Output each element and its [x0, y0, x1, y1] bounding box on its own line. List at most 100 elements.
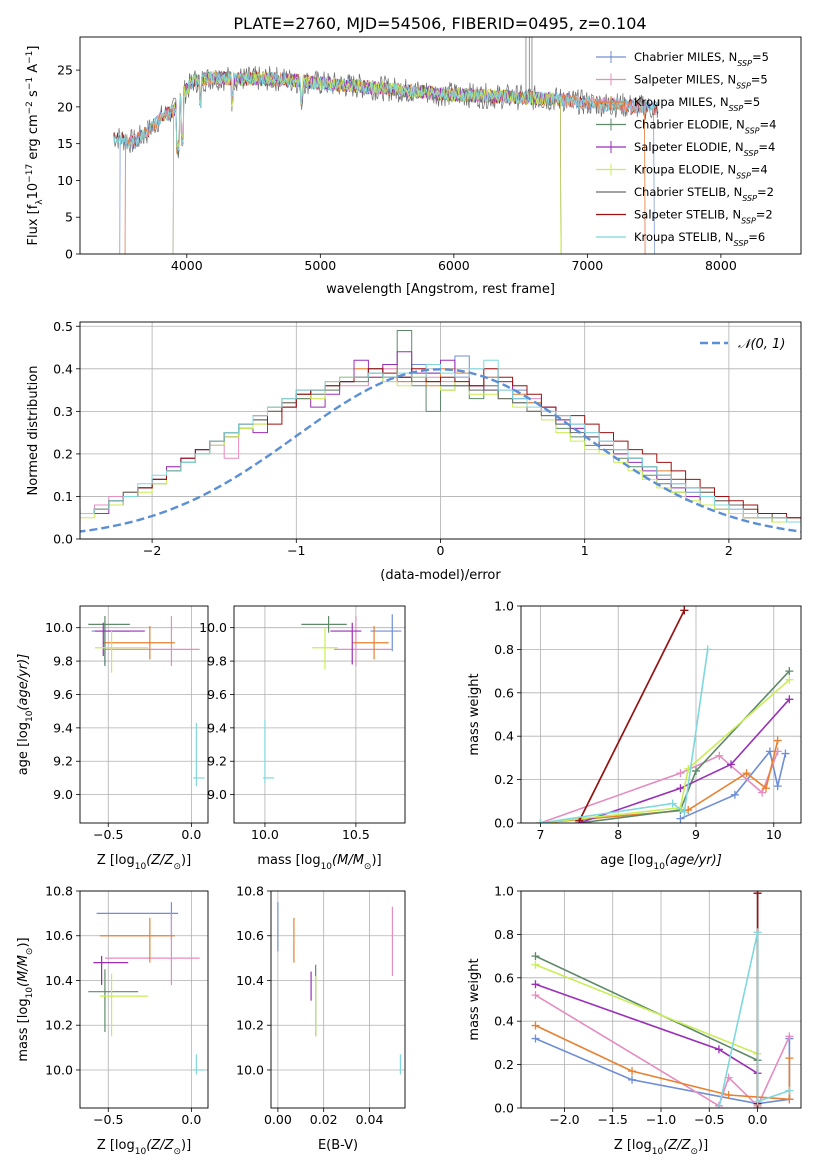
x-tick-label: 7000	[571, 258, 603, 273]
y-tick-label: 10.0	[236, 1062, 264, 1077]
weight-point	[730, 790, 739, 799]
weight-point	[785, 1095, 794, 1104]
legend-label: Chabrier STELIB, NSSP=2	[634, 185, 774, 203]
axes-frame	[79, 890, 209, 1109]
y-tick-label: 1.0	[494, 884, 514, 899]
y-tick-label: 1.0	[494, 599, 514, 614]
y-tick-label: 10.2	[236, 1018, 264, 1033]
weight-point	[715, 751, 724, 760]
massweight_vs_Z-plot-area	[531, 891, 794, 1108]
legend-label: Salpeter MILES, NSSP=5	[634, 73, 768, 91]
mass_vs_EBV-panel: 0.00 0.02 0.04 10.0 10.2 10.4 10.6 10.8 E(B-V)	[236, 884, 406, 1153]
weight-point	[531, 991, 540, 1000]
weight-point	[680, 606, 689, 615]
massweight_vs_Z-panel: −2.0 −1.5 −1.0 −0.5 0.0 0.0 0.2 0.4 0.6 0.8 1.0 mas…	[467, 884, 802, 1157]
y-tick-label: 5	[65, 210, 73, 225]
errorbar-kroupa-miles	[352, 626, 389, 660]
y-tick-label: 10.4	[236, 973, 264, 988]
y-tick-label: 9.4	[207, 720, 227, 735]
y-tick-label: 10.4	[45, 973, 73, 988]
errorbar-kroupa-stelib	[263, 719, 275, 783]
weight-point	[676, 769, 685, 778]
weight-point	[785, 675, 794, 684]
y-tick-label: 10.2	[45, 1018, 73, 1033]
x-tick-label: −1.0	[646, 1112, 676, 1127]
histogram-salpeter-miles	[80, 368, 801, 523]
residuals-panel: −2 −1 0 1 2 0.0 0.1 0.2 0.3 0.4 0.5 𝒩(0, 1) Normed d…	[26, 319, 802, 583]
x-tick-label: 0.0	[181, 827, 201, 842]
x-tick-label: 0.0	[748, 1112, 768, 1127]
weight-point	[742, 769, 751, 778]
y-tick-label: 9.6	[207, 687, 227, 702]
weight-point	[531, 980, 540, 989]
weight-point	[668, 799, 677, 808]
weight-point	[676, 784, 685, 793]
spectrum-line-kroupa-elodie	[172, 69, 562, 254]
errorbar-kroupa-elodie	[312, 627, 338, 670]
normal-curve	[80, 368, 801, 533]
y-tick-label: 10.0	[45, 620, 73, 635]
y-tick-label: 0.4	[53, 361, 73, 376]
y-tick-label: 15	[57, 136, 73, 151]
x-tick-label: 0.04	[356, 1112, 384, 1127]
x-tick-label: 0.0	[181, 1112, 201, 1127]
y-tick-label: 10	[57, 173, 73, 188]
x-axis-label: mass [log10(M/M⊙)]	[257, 853, 381, 872]
errorbar-kroupa-stelib	[193, 1054, 205, 1075]
weight-point	[680, 808, 689, 817]
weight-line-kroupa-stelib	[540, 649, 709, 823]
y-axis-label: Normed distribution	[26, 366, 41, 496]
axes-frame	[270, 890, 406, 1109]
y-tick-label: 0.8	[494, 642, 514, 657]
x-tick-label: 7	[536, 827, 544, 842]
weight-line-salpeter-elodie	[579, 698, 790, 823]
figure-title: PLATE=2760, MJD=54506, FIBERID=0495, z=0…	[233, 14, 646, 33]
errorbar-salpeter-elodie	[94, 622, 145, 657]
weight-line-salpeter-stelib	[578, 609, 686, 822]
legend-label: Chabrier ELODIE, NSSP=4	[634, 118, 776, 136]
errorbar-salpeter-elodie	[93, 955, 129, 985]
x-axis-label: Z [log10(Z/Z⊙)]	[97, 853, 191, 872]
x-tick-label: 1	[581, 543, 589, 558]
errorbar-chabrier-miles	[370, 614, 402, 652]
weight-point	[785, 695, 794, 704]
errorbar-kroupa-stelib	[193, 722, 205, 787]
errorbar-kroupa-miles	[99, 917, 175, 963]
x-axis-label: wavelength [Angstrom, rest frame]	[326, 282, 555, 297]
weight-point	[676, 814, 685, 823]
y-tick-label: 9.8	[207, 654, 227, 669]
x-tick-label: 0.00	[264, 1112, 292, 1127]
axes-frame	[233, 605, 406, 824]
age_vs_Z-plot-area	[88, 616, 205, 787]
legend-label: Kroupa STELIB, NSSP=6	[634, 230, 765, 248]
massweight_vs_age-panel: 7 8 9 10 0.0 0.2 0.4 0.6 0.8 1.0 mass weight age [l…	[467, 599, 802, 872]
y-axis-label: mass weight	[467, 673, 482, 755]
errorbar-salpeter-miles	[104, 913, 200, 985]
errorbar-kroupa-miles	[103, 626, 175, 660]
weight-point	[785, 1054, 794, 1063]
x-tick-label: −0.5	[93, 1112, 123, 1127]
errorbar-salpeter-miles	[334, 616, 393, 667]
weight-point	[773, 736, 782, 745]
y-tick-label: 10.8	[45, 884, 73, 899]
y-tick-label: 0.2	[494, 1057, 514, 1072]
y-tick-label: 0.4	[494, 729, 514, 744]
errorbar-salpeter-miles	[104, 616, 200, 667]
y-axis-label: mass weight	[467, 958, 482, 1040]
x-axis-label: Z [log10(Z/Z⊙)]	[614, 1138, 708, 1157]
weight-point	[531, 960, 540, 969]
age_vs_mass-panel: 10.0 10.5 9.0 9.2 9.4 9.6 9.8 10.0 mass [log10(M…	[199, 605, 406, 872]
y-tick-label: 10.8	[236, 884, 264, 899]
axes-frame	[79, 605, 209, 824]
weight-point	[727, 760, 735, 769]
x-tick-label: −0.5	[694, 1112, 724, 1127]
weight-point	[575, 816, 584, 823]
histogram-kroupa-miles	[80, 364, 801, 523]
weight-point	[758, 788, 767, 797]
y-tick-label: 10.0	[199, 620, 227, 635]
legend-label: Salpeter STELIB, NSSP=2	[634, 208, 773, 226]
y-tick-label: 0.5	[53, 319, 73, 334]
y-tick-label: 0.8	[494, 927, 514, 942]
y-tick-label: 9.6	[53, 687, 73, 702]
